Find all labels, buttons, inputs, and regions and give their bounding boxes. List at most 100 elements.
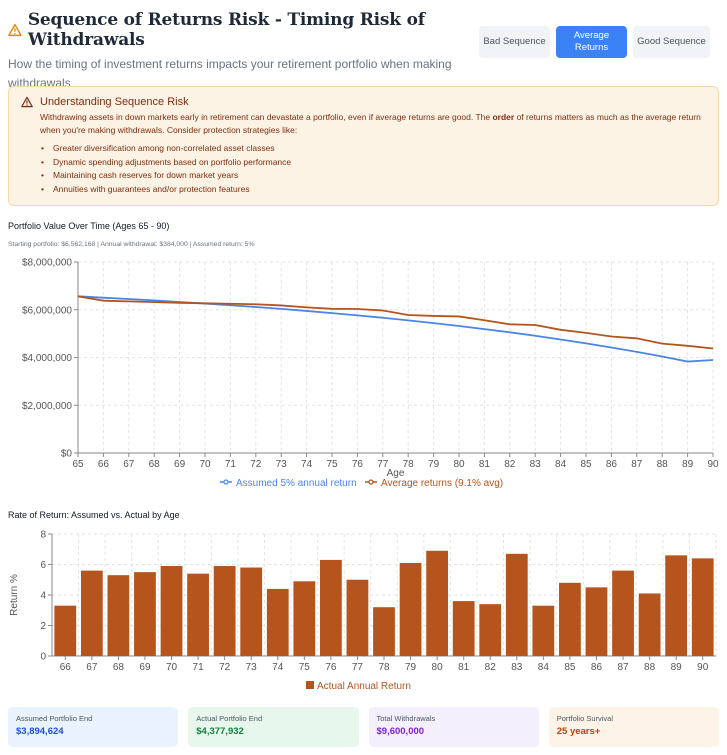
return-bar xyxy=(80,570,103,656)
bad-sequence-button[interactable]: Bad Sequence xyxy=(479,26,550,58)
x-tick-label: 89 xyxy=(682,459,694,470)
return-bar xyxy=(612,570,634,656)
y-tick-label: 0 xyxy=(40,652,46,663)
list-item: Greater diversification among non-correl… xyxy=(41,142,706,156)
stat-value: $9,600,000 xyxy=(376,726,425,737)
survival-card: Portfolio Survival 25 years+ xyxy=(548,707,719,747)
list-item: Annuities with guarantees and/or protect… xyxy=(41,183,706,197)
x-tick-label: 76 xyxy=(352,459,364,470)
return-chart-title: Rate of Return: Assumed vs. Actual by Ag… xyxy=(8,510,180,520)
return-bar xyxy=(160,566,183,656)
x-tick-label: 75 xyxy=(299,662,311,673)
alert-text: Withdrawing assets in down markets early… xyxy=(40,111,710,137)
x-tick-label: 65 xyxy=(72,459,84,470)
actual-end-card: Actual Portfolio End $4,377,932 xyxy=(188,707,359,747)
y-tick-label: 8 xyxy=(40,530,46,541)
actual-return-line xyxy=(77,295,714,350)
stat-value: 25 years+ xyxy=(556,726,601,737)
x-tick-label: 87 xyxy=(617,662,629,673)
return-bar xyxy=(399,562,422,656)
x-tick-label: 66 xyxy=(60,662,72,673)
x-tick-label: 83 xyxy=(511,662,523,673)
y-tick-label: 4 xyxy=(40,591,46,602)
x-tick-label: 69 xyxy=(139,662,151,673)
x-tick-label: 88 xyxy=(657,459,669,470)
y-tick-label: 2 xyxy=(40,621,46,632)
y-tick-label: $2,000,000 xyxy=(22,401,72,412)
x-tick-label: 79 xyxy=(428,459,440,470)
x-tick-label: 81 xyxy=(458,662,470,673)
x-tick-label: 90 xyxy=(697,662,709,673)
x-tick-label: 71 xyxy=(225,459,237,470)
page-title: Sequence of Returns Risk - Timing Risk o… xyxy=(27,10,425,50)
summary-stats: Assumed Portfolio End $3,894,624 Actual … xyxy=(8,707,719,747)
portfolio-chart-subtitle: Starting portfolio: $6,562,168 | Annual … xyxy=(8,241,255,248)
warning-triangle-icon xyxy=(8,23,22,37)
return-bar xyxy=(346,579,369,656)
x-tick-label: 73 xyxy=(276,459,288,470)
legend-label: Average returns (9.1% avg) xyxy=(381,478,503,489)
return-bar xyxy=(638,593,661,656)
x-tick-label: 78 xyxy=(378,662,390,673)
return-bar xyxy=(585,587,608,656)
x-tick-label: 82 xyxy=(485,662,497,673)
x-tick-label: 68 xyxy=(113,662,125,673)
x-tick-label: 80 xyxy=(453,459,465,470)
x-tick-label: 77 xyxy=(352,662,364,673)
x-tick-label: 84 xyxy=(538,662,550,673)
x-tick-label: 78 xyxy=(403,459,415,470)
x-tick-label: 80 xyxy=(432,662,444,673)
y-axis-label: Return % xyxy=(9,574,20,616)
x-tick-label: 74 xyxy=(272,662,284,673)
x-tick-label: 88 xyxy=(644,662,656,673)
return-bar xyxy=(665,555,688,656)
y-tick-label: $0 xyxy=(61,449,73,460)
portfolio-chart-title: Portfolio Value Over Time (Ages 65 - 90) xyxy=(8,221,170,231)
return-bar xyxy=(187,573,209,656)
return-bar xyxy=(134,572,156,656)
return-bar xyxy=(54,605,77,656)
stat-value: $4,377,932 xyxy=(196,726,244,737)
average-returns-button[interactable]: Average Returns xyxy=(556,26,627,58)
stat-label: Assumed Portfolio End xyxy=(16,714,93,723)
x-tick-label: 86 xyxy=(606,459,618,470)
x-tick-label: 89 xyxy=(671,662,683,673)
x-tick-label: 72 xyxy=(250,459,262,470)
x-tick-label: 82 xyxy=(504,459,516,470)
x-tick-label: 70 xyxy=(166,662,178,673)
x-tick-label: 84 xyxy=(555,459,567,470)
x-tick-label: 71 xyxy=(193,662,205,673)
warning-triangle-icon xyxy=(21,96,33,108)
legend-marker xyxy=(223,479,229,485)
x-tick-label: 86 xyxy=(591,662,603,673)
return-bar xyxy=(532,605,555,656)
return-bar xyxy=(107,575,130,656)
return-bar xyxy=(691,558,714,656)
legend-swatch xyxy=(306,681,314,689)
list-item: Dynamic spending adjustments based on po… xyxy=(41,156,706,170)
x-tick-label: 67 xyxy=(123,459,135,470)
legend-marker xyxy=(368,479,374,485)
legend-label: Assumed 5% annual return xyxy=(236,478,357,489)
stat-label: Total Withdrawals xyxy=(376,714,436,723)
return-bar xyxy=(505,553,528,656)
x-tick-label: 74 xyxy=(301,459,313,470)
return-bar xyxy=(373,607,395,656)
return-bar xyxy=(213,566,236,656)
x-tick-label: 85 xyxy=(564,662,576,673)
portfolio-value-chart: $0 $2,000,000 $4,000,000 $6,000,000 $8,000,0… xyxy=(22,258,719,490)
y-tick-label: 6 xyxy=(40,560,46,571)
return-bar xyxy=(426,550,449,656)
x-tick-label: 73 xyxy=(246,662,258,673)
return-bar xyxy=(479,604,502,656)
good-sequence-button[interactable]: Good Sequence xyxy=(633,26,710,58)
x-axis-label: Age xyxy=(387,468,405,479)
assumed-end-card: Assumed Portfolio End $3,894,624 xyxy=(8,707,179,747)
x-tick-label: 83 xyxy=(530,459,542,470)
total-withdrawals-card: Total Withdrawals $9,600,000 xyxy=(368,707,539,747)
x-tick-label: 75 xyxy=(326,459,338,470)
alert-text-emphasis: order xyxy=(492,112,515,122)
x-tick-label: 72 xyxy=(219,662,231,673)
alert-title: Understanding Sequence Risk xyxy=(40,96,189,108)
